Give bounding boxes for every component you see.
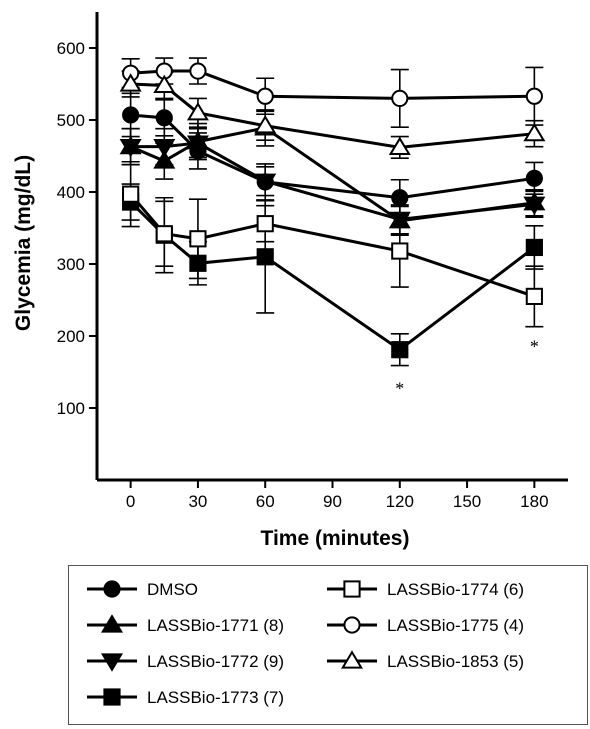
data-point (256, 215, 274, 233)
data-point (391, 341, 409, 359)
legend-label: LASSBio-1853 (5) (387, 652, 524, 671)
data-point (254, 173, 277, 192)
data-point (155, 109, 173, 127)
series-markers-4 (122, 185, 543, 305)
series-0 (121, 92, 544, 217)
x-tick-label: 90 (323, 492, 342, 511)
data-point (189, 230, 207, 248)
data-point (525, 238, 543, 257)
y-tick-label: 200 (57, 327, 85, 346)
data-point (523, 122, 546, 142)
significance-marker: * (395, 378, 404, 398)
x-tick-label: 120 (386, 492, 414, 511)
x-tick-label: 180 (520, 492, 548, 511)
y-tick-label: 400 (57, 183, 85, 202)
legend-label: LASSBio-1773 (7) (147, 688, 284, 707)
data-point (525, 287, 543, 305)
data-point (155, 225, 173, 243)
data-point (153, 74, 176, 94)
legend-item: LASSBio-1772 (9) (87, 652, 284, 672)
legend-marker (340, 650, 364, 669)
legend-item: LASSBio-1773 (7) (87, 688, 284, 707)
y-tick-label: 100 (57, 399, 85, 418)
data-point (186, 135, 209, 154)
significance-marker: * (530, 337, 539, 357)
series-layer (119, 57, 546, 367)
x-tick-label: 30 (188, 492, 207, 511)
x-tick-label: 0 (126, 492, 135, 511)
legend-item: LASSBio-1775 (4) (327, 616, 524, 635)
x-axis-title: Time (minutes) (261, 527, 410, 550)
series-markers-3 (122, 193, 543, 359)
data-point (186, 102, 209, 121)
legend-label: LASSBio-1774 (6) (387, 580, 524, 599)
data-point (525, 169, 543, 187)
legend-label: LASSBio-1772 (9) (147, 652, 284, 671)
series-markers-2 (119, 135, 546, 231)
data-point (391, 242, 409, 260)
series-markers-6 (119, 73, 546, 155)
y-tick-label: 300 (57, 255, 85, 274)
x-tick-label: 60 (256, 492, 275, 511)
legend-marker (343, 580, 361, 598)
data-point (189, 254, 207, 272)
y-tick-label: 600 (57, 39, 85, 58)
data-point (523, 196, 546, 215)
data-point (525, 87, 543, 105)
series-markers-5 (122, 62, 543, 108)
y-tick-label: 500 (57, 111, 85, 130)
data-point (122, 185, 140, 203)
legend-marker (100, 653, 124, 672)
legend-label: LASSBio-1775 (4) (387, 616, 524, 635)
legend-marker (103, 688, 121, 706)
series-5 (121, 57, 544, 128)
x-tick-label: 150 (453, 492, 481, 511)
series-1 (121, 109, 544, 236)
data-point (119, 139, 142, 158)
legend-item: LASSBio-1853 (5) (327, 650, 524, 671)
legend-label: DMSO (147, 580, 198, 599)
data-point (153, 150, 176, 169)
data-point (254, 115, 277, 134)
y-axis-title: Glycemia (mg/dL) (12, 155, 35, 331)
data-point (122, 106, 140, 124)
legend-marker (100, 614, 124, 633)
data-point (388, 136, 411, 155)
data-point (391, 89, 409, 108)
data-point (119, 73, 142, 92)
legend-item: DMSO (87, 580, 198, 599)
annotations: ** (395, 337, 539, 399)
legend-marker (343, 616, 361, 634)
data-point (189, 62, 207, 80)
axes: 100 200 300 400 500 600 0 30 60 90 120 150 180 (57, 12, 568, 511)
data-point (388, 211, 411, 231)
series-2 (121, 127, 544, 235)
data-point (256, 248, 274, 266)
data-point (153, 139, 176, 158)
data-point (256, 87, 274, 105)
legend-marker (103, 580, 121, 598)
legend-item: LASSBio-1774 (6) (327, 580, 524, 599)
legend-label: LASSBio-1771 (8) (147, 616, 284, 635)
legend: DMSO LASSBio-1771 (8) LASSBio-1772 (9) LASS… (68, 565, 588, 725)
legend-item: LASSBio-1771 (8) (87, 614, 284, 635)
data-point (391, 189, 409, 207)
